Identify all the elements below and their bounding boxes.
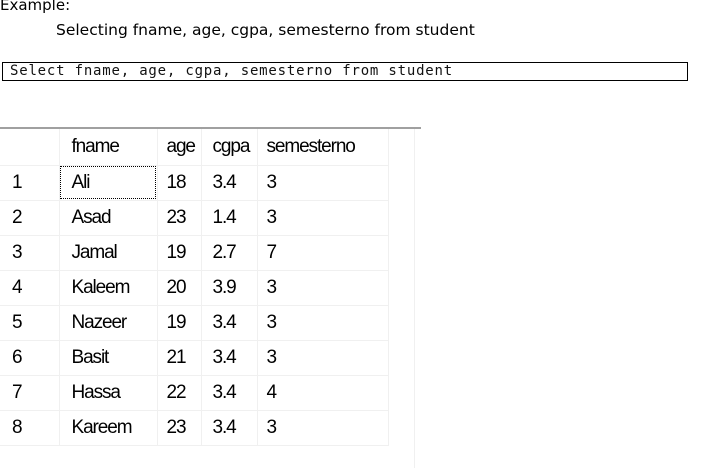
- cell-fname[interactable]: Jamal: [59, 235, 158, 271]
- cell-cgpa[interactable]: 3.9: [201, 270, 258, 306]
- row-number[interactable]: 6: [0, 340, 60, 376]
- cell-semesterno[interactable]: 4: [257, 375, 389, 411]
- cell-fname[interactable]: Kaleem: [59, 270, 158, 306]
- row-number-header[interactable]: [0, 129, 60, 166]
- query-code-box: Select fname, age, cgpa, semesterno from…: [2, 62, 688, 81]
- cell-semesterno[interactable]: 3: [257, 270, 389, 306]
- cell-cgpa[interactable]: 3.4: [201, 410, 258, 446]
- cell-semesterno[interactable]: 3: [257, 410, 389, 446]
- query-text: Select fname, age, cgpa, semesterno from…: [10, 63, 453, 79]
- row-number[interactable]: 7: [0, 375, 60, 411]
- cell-cgpa[interactable]: 3.4: [201, 165, 258, 201]
- cell-semesterno[interactable]: 3: [257, 305, 389, 341]
- table-row: 7 Hassa 22 3.4 4: [0, 375, 389, 411]
- column-header-age[interactable]: age: [157, 129, 202, 166]
- cell-age[interactable]: 19: [157, 305, 202, 341]
- cell-semesterno[interactable]: 3: [257, 165, 389, 201]
- cell-age[interactable]: 23: [157, 200, 202, 236]
- example-heading: Example:: [0, 0, 71, 14]
- cell-age[interactable]: 23: [157, 410, 202, 446]
- table-row: 4 Kaleem 20 3.9 3: [0, 270, 389, 306]
- row-number[interactable]: 2: [0, 200, 60, 236]
- table-row: 2 Asad 23 1.4 3: [0, 200, 389, 236]
- cell-cgpa[interactable]: 3.4: [201, 340, 258, 376]
- column-header-semesterno[interactable]: semesterno: [257, 129, 389, 166]
- cell-fname[interactable]: Ali: [59, 165, 158, 201]
- cell-cgpa[interactable]: 2.7: [201, 235, 258, 271]
- cell-semesterno[interactable]: 7: [257, 235, 389, 271]
- cell-fname[interactable]: Hassa: [59, 375, 158, 411]
- row-number[interactable]: 3: [0, 235, 60, 271]
- cell-cgpa[interactable]: 1.4: [201, 200, 258, 236]
- example-description: Selecting fname, age, cgpa, semesterno f…: [56, 21, 475, 39]
- table-row: 1 Ali 18 3.4 3: [0, 165, 389, 201]
- header-row: fname age cgpa semesterno: [0, 129, 389, 166]
- table-row: 5 Nazeer 19 3.4 3: [0, 305, 389, 341]
- results-grid-top-border: [0, 127, 421, 129]
- cell-fname[interactable]: Kareem: [59, 410, 158, 446]
- cell-age[interactable]: 18: [157, 165, 202, 201]
- cell-age[interactable]: 19: [157, 235, 202, 271]
- table-row: 6 Basit 21 3.4 3: [0, 340, 389, 376]
- cell-fname[interactable]: Basit: [59, 340, 158, 376]
- row-number[interactable]: 5: [0, 305, 60, 341]
- row-number[interactable]: 8: [0, 410, 60, 446]
- table-row: 8 Kareem 23 3.4 3: [0, 410, 389, 446]
- column-header-cgpa[interactable]: cgpa: [201, 129, 258, 166]
- table-row: 3 Jamal 19 2.7 7: [0, 235, 389, 271]
- results-grid: fname age cgpa semesterno 1 Ali 18 3.4 3…: [0, 129, 389, 446]
- cell-fname[interactable]: Asad: [59, 200, 158, 236]
- cell-semesterno[interactable]: 3: [257, 340, 389, 376]
- cell-fname[interactable]: Nazeer: [59, 305, 158, 341]
- column-header-fname[interactable]: fname: [59, 129, 158, 166]
- cell-cgpa[interactable]: 3.4: [201, 305, 258, 341]
- cell-age[interactable]: 21: [157, 340, 202, 376]
- row-number[interactable]: 4: [0, 270, 60, 306]
- cell-semesterno[interactable]: 3: [257, 200, 389, 236]
- results-grid-right-border: [414, 129, 415, 468]
- cell-cgpa[interactable]: 3.4: [201, 375, 258, 411]
- cell-age[interactable]: 22: [157, 375, 202, 411]
- row-number[interactable]: 1: [0, 165, 60, 201]
- cell-age[interactable]: 20: [157, 270, 202, 306]
